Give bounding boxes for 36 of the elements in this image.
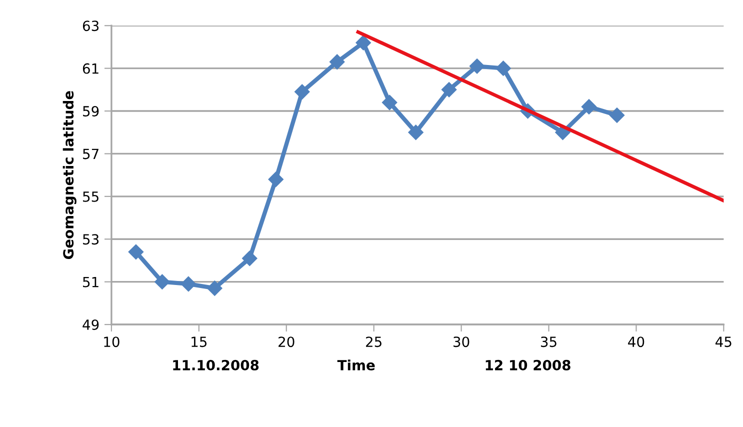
point	[268, 172, 284, 187]
y-tick-label: 57	[83, 148, 98, 160]
point	[496, 60, 511, 76]
y-tick-label: 55	[83, 192, 98, 202]
point	[581, 99, 597, 114]
point	[330, 54, 345, 70]
y-tick-label: 61	[82, 63, 98, 74]
y-tick-label: 51	[83, 276, 98, 288]
point	[441, 82, 457, 98]
x-tick-label: 15	[192, 336, 207, 348]
point	[242, 250, 258, 266]
point	[408, 124, 424, 140]
text: 12 10 2008	[486, 360, 570, 370]
x-tick-label: 45	[716, 336, 732, 348]
y-tick-label: 53	[83, 234, 99, 245]
y-tick-label: 49	[82, 319, 99, 330]
point	[294, 84, 310, 100]
x-axis-title: Time	[337, 360, 375, 370]
x-tick-label: 30	[454, 336, 470, 348]
point	[154, 274, 170, 290]
point	[207, 280, 222, 296]
point	[128, 244, 144, 260]
y-axis-title: Geomagnetic latitude	[62, 91, 76, 260]
point	[382, 94, 398, 110]
point	[356, 35, 371, 50]
point	[609, 108, 625, 123]
x-tick-label: 20	[278, 336, 294, 348]
x-tick-label: 35	[540, 336, 556, 348]
point	[469, 58, 485, 74]
y-tick-label: 59	[83, 106, 99, 116]
x-tick-label: 40	[628, 336, 644, 348]
point	[180, 276, 196, 292]
y-tick-label: 63	[82, 20, 99, 32]
x-tick-label: 25	[366, 336, 382, 348]
text: 11.10.2008	[173, 360, 259, 370]
x-tick-label: 10	[104, 336, 120, 348]
